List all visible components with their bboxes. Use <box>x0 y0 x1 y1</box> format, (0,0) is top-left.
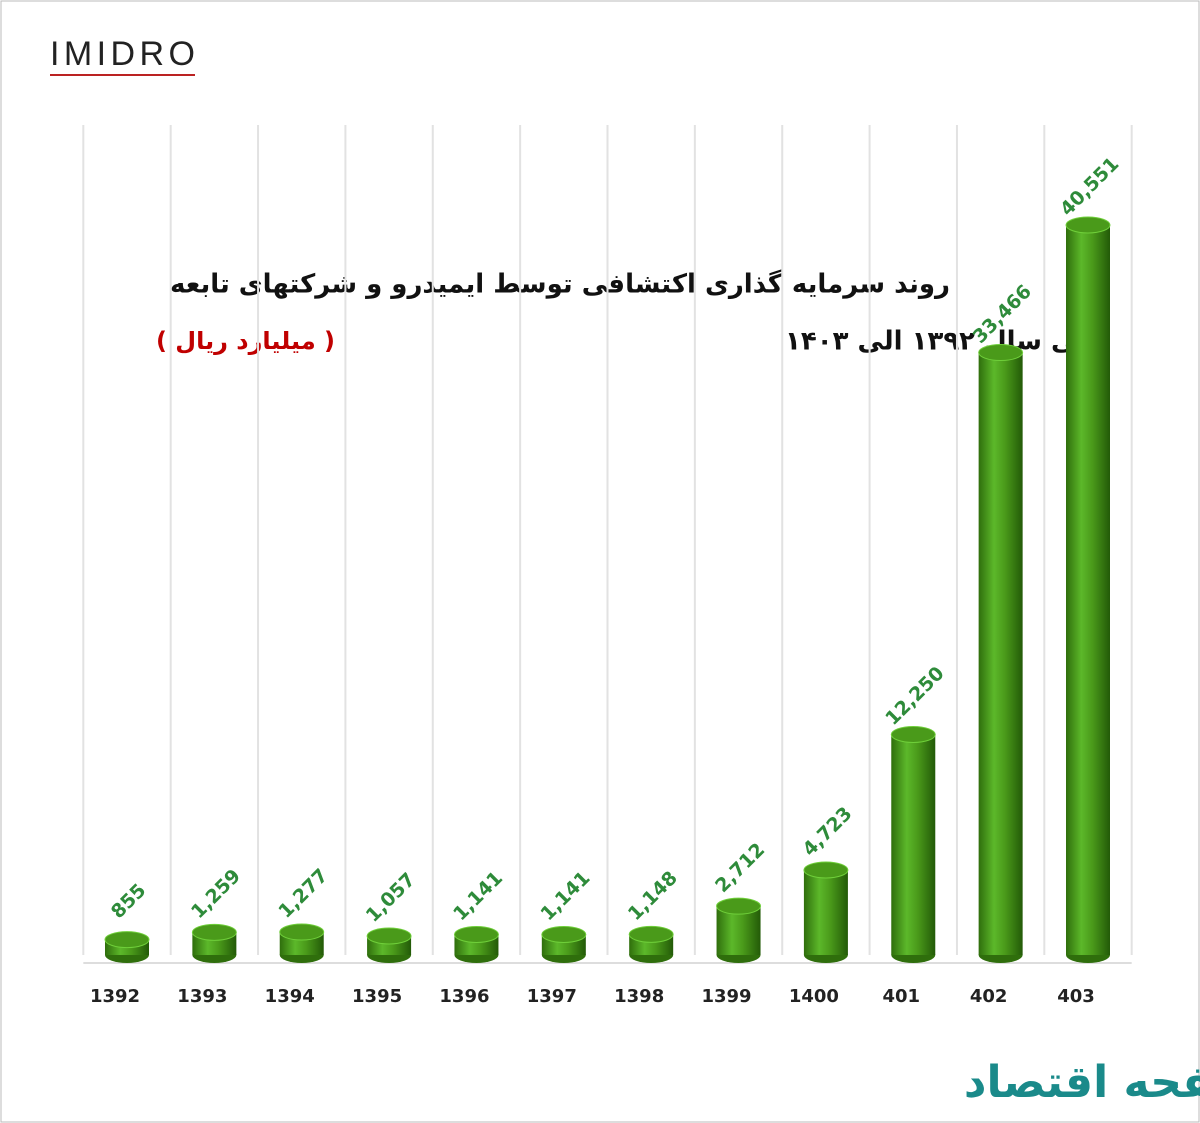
x-tick-label: 1392 <box>90 986 140 1007</box>
value-label: 1,141 <box>536 867 594 925</box>
bar-top <box>453 925 499 943</box>
watermark: صفحه اقتصاد <box>964 1057 1200 1108</box>
value-label: 40,551 <box>1056 153 1123 220</box>
bar-top <box>366 927 412 945</box>
bar-top <box>541 925 587 943</box>
x-tick-label: 1396 <box>439 986 489 1007</box>
bar <box>978 352 1023 956</box>
logo: IMIDRO <box>50 35 195 73</box>
bar-top <box>716 897 762 915</box>
plot: 1392 855 1393 1,259 1394 1,277 1395 1,057 1396 1,… <box>82 125 1133 1007</box>
x-tick-label: 403 <box>1057 986 1095 1007</box>
value-label: 12,250 <box>881 662 948 729</box>
chart-title: روند سرمایه گذاری اکتشافی توسط ایمیدرو و… <box>170 269 950 300</box>
bar-top <box>104 931 150 949</box>
value-label: 1,259 <box>187 865 245 923</box>
bar <box>803 869 848 955</box>
unit-label: ( میلیارد ریال ) <box>156 327 335 355</box>
x-tick-label: 1399 <box>701 986 751 1007</box>
bar-top <box>890 725 936 743</box>
bar-top <box>279 923 325 941</box>
value-label: 855 <box>107 879 151 923</box>
value-label: 1,057 <box>362 869 420 927</box>
bar-top <box>191 923 237 941</box>
x-tick-label: 1398 <box>614 986 664 1007</box>
value-label: 1,148 <box>624 867 682 925</box>
x-tick-label: 402 <box>970 986 1008 1007</box>
value-label: 1,277 <box>274 865 332 923</box>
x-tick-label: 1393 <box>177 986 227 1007</box>
chart-subtitle: طی سال ۱۳۹۲ الی ۱۴۰۳ <box>785 327 1102 357</box>
x-tick-label: 1397 <box>527 986 577 1007</box>
x-tick-label: 401 <box>882 986 920 1007</box>
x-tick-label: 1400 <box>789 986 839 1007</box>
value-label: 1,141 <box>449 867 507 925</box>
bar-top <box>978 344 1024 362</box>
value-label: 4,723 <box>799 803 857 861</box>
bar <box>1066 225 1110 955</box>
x-tick-label: 1394 <box>265 986 315 1007</box>
value-label: 2,712 <box>711 839 769 897</box>
bar-top <box>803 861 849 879</box>
bar <box>891 734 936 955</box>
x-tick-label: 1395 <box>352 986 402 1007</box>
bar-top <box>628 925 674 943</box>
bar-top <box>1065 216 1111 234</box>
